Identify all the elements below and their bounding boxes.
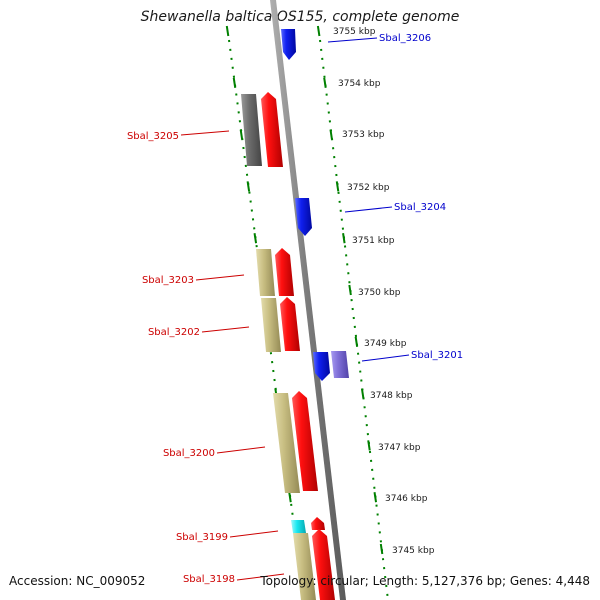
- gene-label[interactable]: Sbal_3199: [176, 532, 228, 543]
- outer-scale-tick: [373, 492, 378, 503]
- outer-scale-tick: [342, 233, 346, 244]
- scale-label: 3755 kbp: [333, 27, 376, 37]
- gene-label[interactable]: Sbal_3203: [142, 275, 194, 286]
- gene-sbal-3201[interactable]: [313, 351, 349, 381]
- gene-sbal-3206[interactable]: [281, 29, 296, 60]
- scale-label: 3753 kbp: [342, 130, 385, 140]
- gene-sbal-3202[interactable]: [261, 297, 300, 352]
- gene-label[interactable]: Sbal_3204: [394, 202, 446, 213]
- accession-text: Accession: NC_009052: [9, 574, 146, 588]
- scale-label: 3754 kbp: [338, 79, 381, 89]
- khaki-feature-block[interactable]: [261, 298, 281, 352]
- map-title: Shewanella baltica OS155, complete genom…: [140, 9, 460, 25]
- inner-scale-tick: [225, 25, 230, 37]
- inner-scale-tick: [253, 233, 258, 244]
- inner-scale-tick: [239, 129, 244, 140]
- gene-label[interactable]: Sbal_3198: [183, 574, 235, 585]
- outer-scale-tick: [323, 77, 327, 88]
- reverse-gene-arrow[interactable]: [313, 352, 330, 381]
- scale-label: 3750 kbp: [358, 288, 401, 298]
- gene-sbal-3198[interactable]: [293, 529, 335, 600]
- gene-sbal-3203[interactable]: [256, 248, 294, 296]
- gene-sbal-3199[interactable]: [291, 517, 325, 533]
- scale-label: 3749 kbp: [364, 339, 407, 349]
- forward-gene-arrow[interactable]: [261, 92, 283, 167]
- gene-label-leaders: [180, 37, 410, 581]
- khaki-feature-block[interactable]: [293, 533, 316, 600]
- lavender-feature-block[interactable]: [331, 351, 349, 378]
- forward-gene-arrow[interactable]: [280, 297, 300, 351]
- gene-sbal-3205[interactable]: [241, 92, 283, 167]
- outer-scale-tick: [379, 543, 384, 555]
- gene-label[interactable]: Sbal_3205: [127, 131, 179, 142]
- gene-label[interactable]: Sbal_3200: [163, 448, 215, 459]
- outer-scale-tick: [354, 336, 359, 347]
- genome-summary-text: Topology: circular; Length: 5,127,376 bp…: [260, 574, 590, 588]
- outer-scale-tick: [348, 284, 352, 296]
- scale-label: 3746 kbp: [385, 494, 428, 504]
- scale-label: 3747 kbp: [378, 443, 421, 453]
- gene-label[interactable]: Sbal_3201: [411, 350, 463, 361]
- inner-scale-tick: [246, 181, 251, 192]
- khaki-feature-block[interactable]: [256, 249, 275, 296]
- outer-scale-tick: [329, 129, 333, 140]
- genome-backbone: [270, 0, 346, 600]
- forward-gene-arrow[interactable]: [292, 391, 318, 491]
- gene-sbal-3200[interactable]: [273, 391, 318, 493]
- outer-scale-tick: [367, 440, 371, 451]
- outer-scale-tick: [316, 25, 321, 37]
- forward-gene-arrow[interactable]: [275, 248, 294, 296]
- outer-scale-tick: [335, 181, 340, 192]
- inner-scale-tick: [288, 492, 292, 503]
- gray-feature-block[interactable]: [241, 94, 262, 166]
- reverse-gene-arrow[interactable]: [281, 29, 296, 60]
- gene-label[interactable]: Sbal_3206: [379, 33, 431, 44]
- scale-label: 3745 kbp: [392, 546, 435, 556]
- scale-label: 3748 kbp: [370, 391, 413, 401]
- gene-sbal-3204[interactable]: [295, 198, 312, 236]
- scale-label: 3751 kbp: [352, 236, 395, 246]
- outer-scale-tick: [360, 388, 365, 399]
- khaki-feature-block[interactable]: [273, 393, 300, 493]
- forward-gene-arrow[interactable]: [312, 529, 335, 600]
- cyan-feature-block[interactable]: [291, 520, 306, 533]
- scale-label: 3752 kbp: [347, 183, 390, 193]
- forward-gene-arrow[interactable]: [311, 517, 325, 530]
- gene-label[interactable]: Sbal_3202: [148, 327, 200, 338]
- inner-scale-tick: [232, 77, 237, 88]
- reverse-gene-arrow[interactable]: [295, 198, 312, 236]
